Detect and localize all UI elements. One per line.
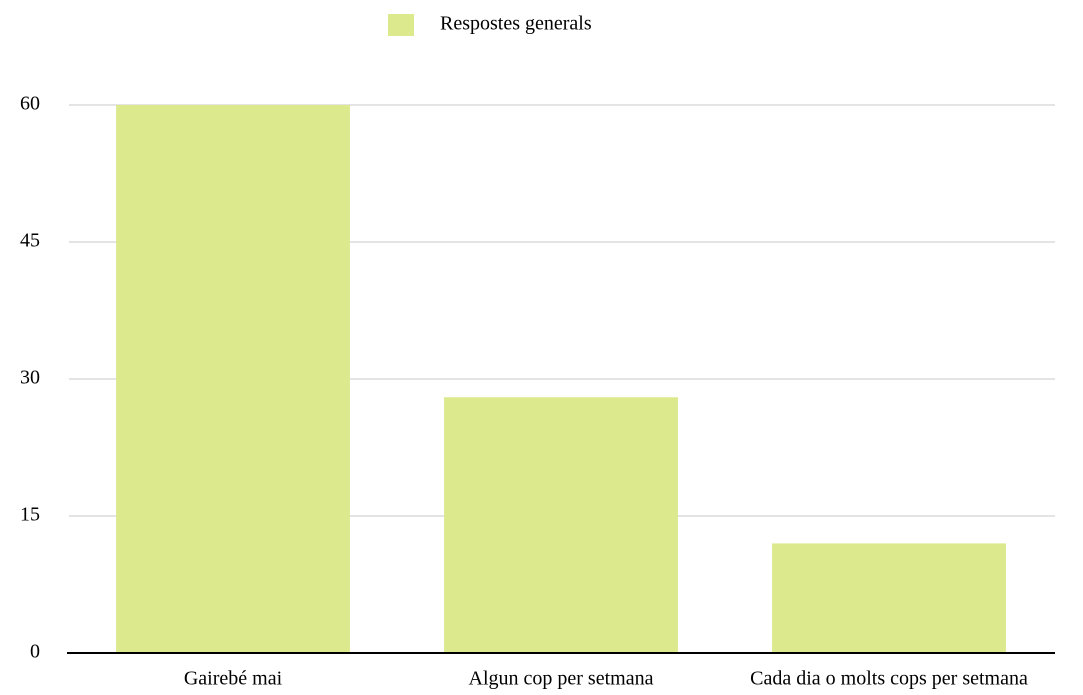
x-tick-label: Gairebé mai [184, 668, 283, 690]
y-tick-label: 60 [20, 93, 40, 115]
y-tick-label: 0 [30, 641, 40, 663]
legend-swatch [388, 14, 414, 36]
bar [444, 397, 678, 653]
bar [116, 105, 350, 653]
bar [772, 543, 1006, 653]
x-tick-label: Algun cop per setmana [469, 668, 654, 690]
x-tick-label: Cada dia o molts cops per setmana [750, 668, 1028, 690]
y-tick-label: 15 [20, 504, 40, 526]
y-tick-label: 45 [20, 230, 40, 252]
legend-label: Respostes generals [440, 13, 592, 35]
y-tick-label: 30 [20, 367, 40, 389]
